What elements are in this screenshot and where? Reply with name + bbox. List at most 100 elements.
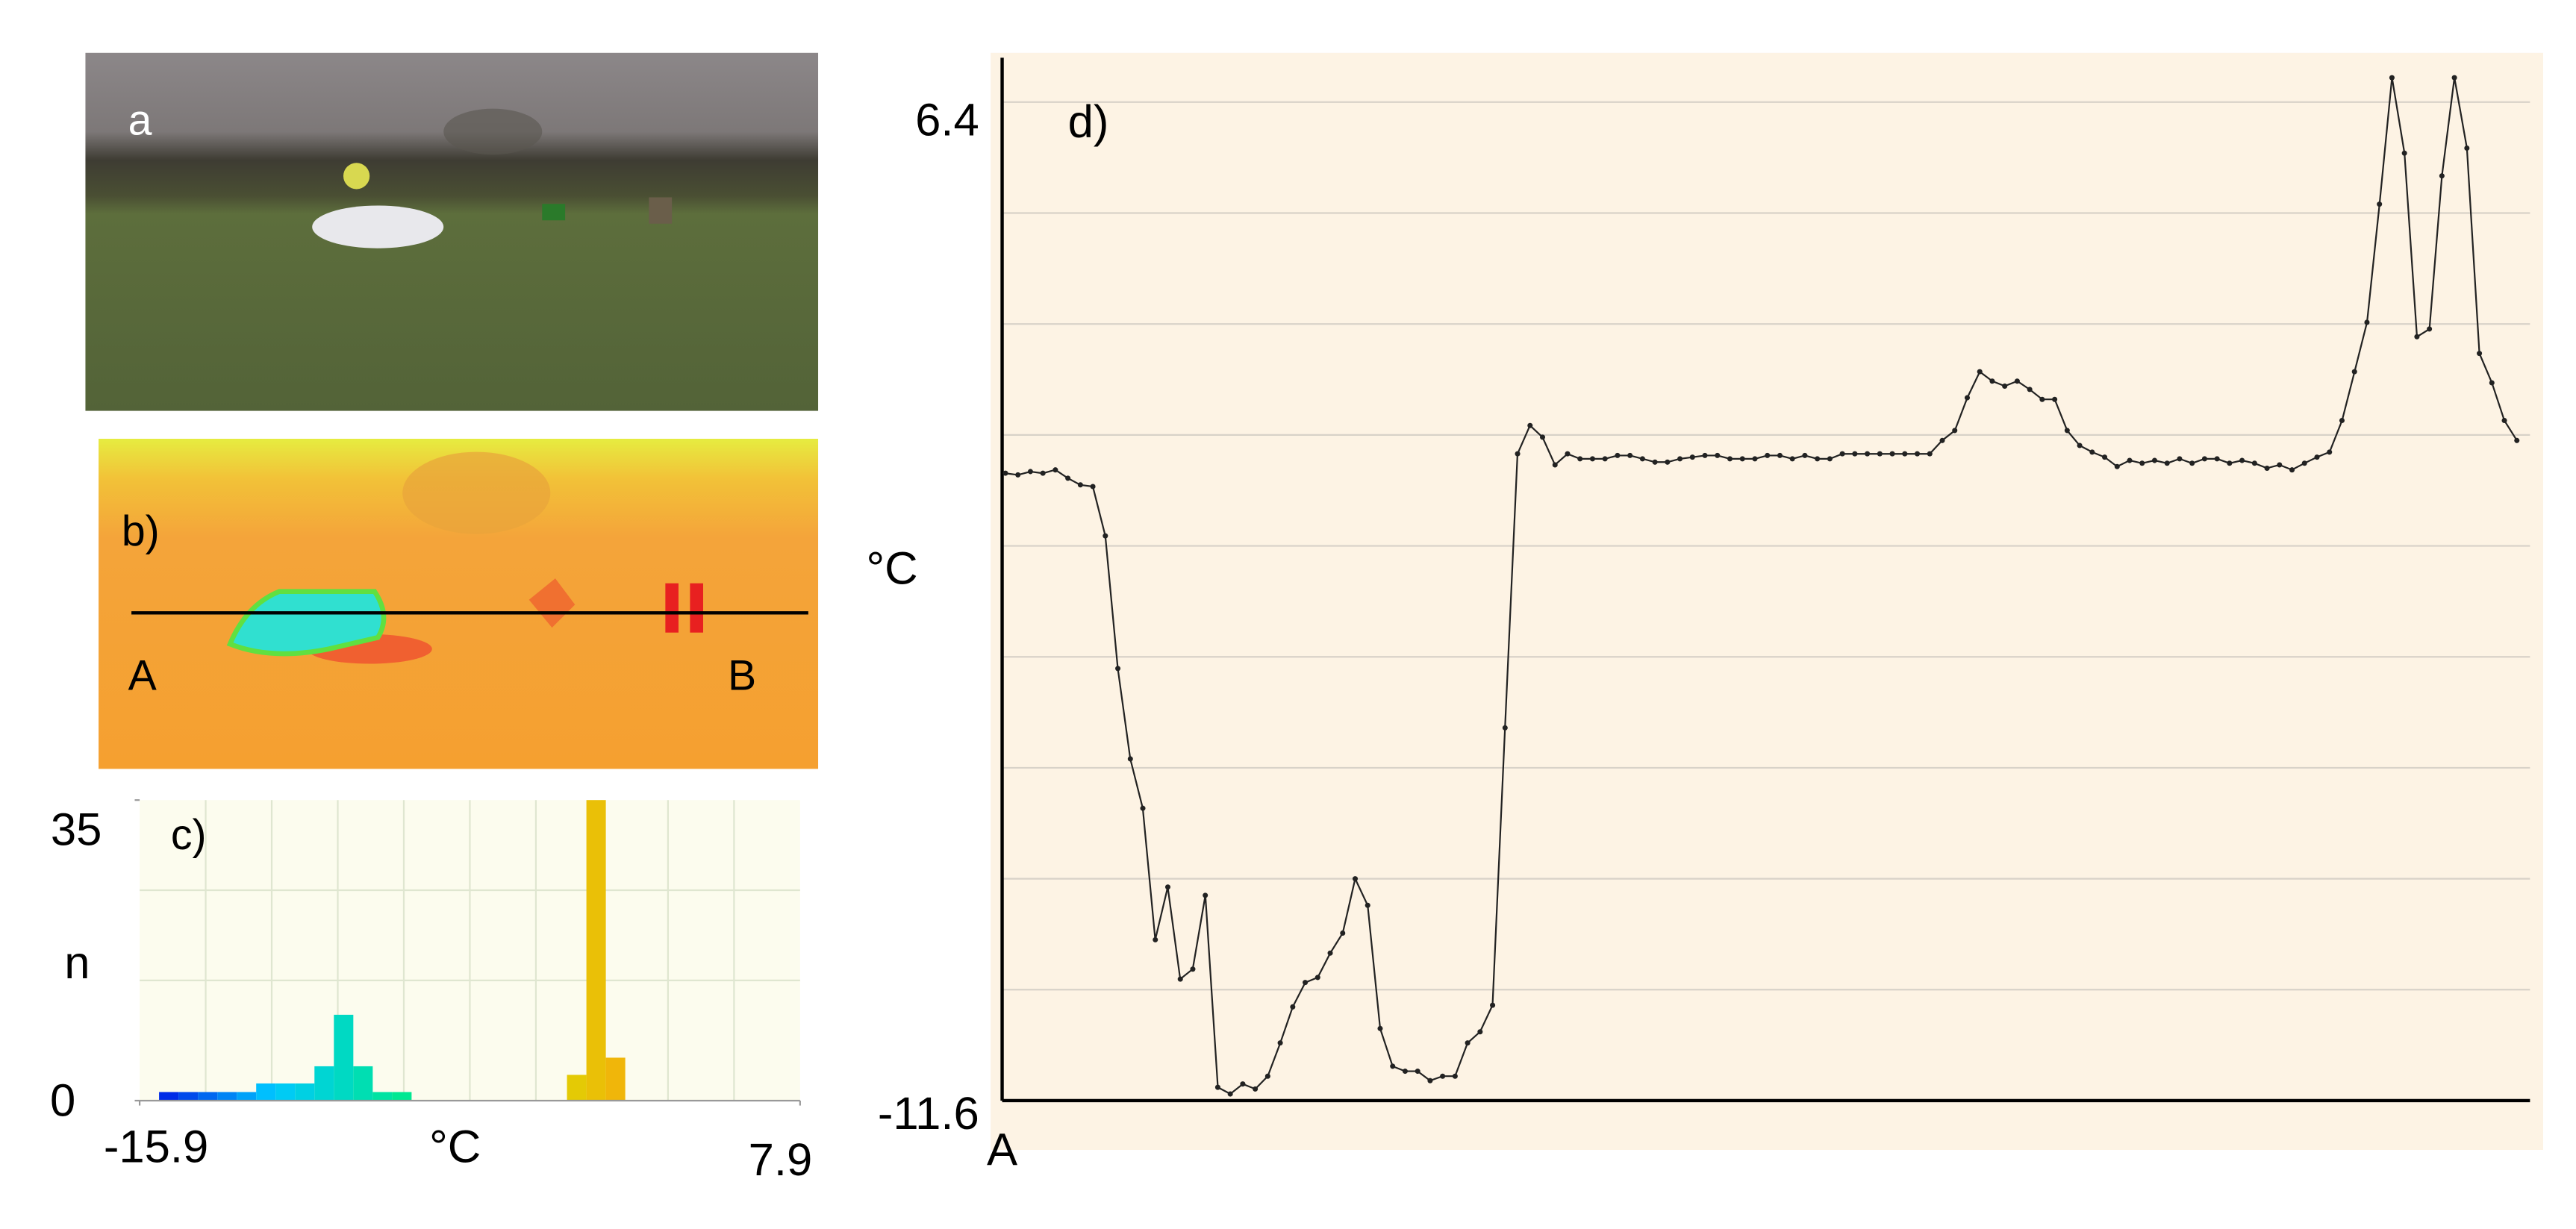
bar <box>567 1075 587 1101</box>
point <box>1777 452 1783 458</box>
point <box>2151 457 2158 463</box>
warm-object <box>690 583 703 633</box>
bar <box>256 1083 276 1101</box>
point <box>2514 437 2520 443</box>
warm-object <box>665 583 679 633</box>
panel-label: d) <box>1068 96 1109 148</box>
point <box>1427 1078 1433 1083</box>
point <box>1365 902 1370 908</box>
point <box>2177 456 2183 462</box>
point <box>2114 463 2120 469</box>
x-axis-label: A <box>987 1125 1017 1176</box>
point <box>1739 456 1745 462</box>
point <box>2339 418 2345 424</box>
point <box>1815 456 1821 462</box>
point <box>1052 467 1058 473</box>
point <box>1127 756 1133 762</box>
bar <box>605 1057 626 1101</box>
point <box>1115 666 1121 672</box>
object <box>649 197 673 224</box>
point <box>1415 1069 1420 1075</box>
y-tick-label: -11.6 <box>878 1088 979 1139</box>
y-tick-label: 6.4 <box>915 95 979 146</box>
point <box>1765 452 1771 458</box>
point <box>2464 146 2470 151</box>
point <box>1577 456 1583 462</box>
point <box>1227 1091 1233 1097</box>
point <box>1865 451 1871 457</box>
balloon <box>343 163 370 190</box>
photo-panel: a <box>85 52 819 411</box>
point <box>1627 452 1633 458</box>
bar <box>198 1092 218 1101</box>
point <box>2227 460 2233 466</box>
point <box>1253 1086 1259 1092</box>
bar <box>295 1083 315 1101</box>
point <box>1877 451 1883 457</box>
point <box>1277 1040 1283 1046</box>
photo <box>85 52 819 411</box>
point <box>1490 1002 1496 1008</box>
tent <box>312 205 444 248</box>
point <box>1927 451 1933 457</box>
point <box>2089 449 2095 455</box>
point <box>1802 452 1808 458</box>
bar <box>275 1083 296 1101</box>
point <box>1652 459 1658 465</box>
point <box>1203 892 1209 898</box>
bar <box>586 800 606 1101</box>
point <box>1377 1025 1383 1031</box>
point <box>2064 428 2070 434</box>
point <box>2127 457 2133 463</box>
point <box>2014 378 2020 384</box>
bar <box>392 1092 412 1101</box>
point <box>1314 975 1320 981</box>
point <box>1727 456 1733 462</box>
point <box>2489 380 2495 386</box>
tree <box>443 108 543 155</box>
point <box>1303 980 1309 986</box>
bar <box>353 1066 373 1101</box>
point <box>1602 456 1608 462</box>
profile-start: A <box>128 651 158 699</box>
point <box>1015 472 1021 478</box>
point <box>2214 456 2220 462</box>
x-axis-label: °C <box>429 1121 481 1172</box>
point <box>1939 437 1945 443</box>
point <box>1240 1081 1246 1087</box>
point <box>2327 449 2333 455</box>
point <box>1264 1073 1270 1079</box>
point <box>2139 460 2145 466</box>
y-tick-label: 35 <box>51 804 102 856</box>
point <box>1290 1004 1296 1010</box>
point <box>1515 451 1521 457</box>
point <box>2377 201 2383 207</box>
point <box>1789 456 1795 462</box>
point <box>1402 1069 1408 1075</box>
warm-object <box>528 578 576 628</box>
point <box>1952 428 1958 434</box>
bar <box>178 1092 199 1101</box>
panel-label: c) <box>171 811 207 859</box>
point <box>2264 465 2270 471</box>
point <box>2414 334 2420 340</box>
point <box>2052 396 2058 402</box>
bar <box>314 1066 334 1101</box>
point <box>2251 460 2257 466</box>
point <box>2451 75 2457 81</box>
point <box>1140 805 1146 811</box>
point <box>1689 454 1695 460</box>
point <box>1440 1073 1446 1079</box>
point <box>2277 462 2283 468</box>
point <box>2401 150 2407 156</box>
point <box>2164 460 2170 466</box>
point <box>2389 75 2395 81</box>
point <box>1702 452 1708 458</box>
bar <box>217 1092 237 1101</box>
y-axis-label: °C <box>867 543 918 595</box>
point <box>1090 484 1096 490</box>
panel-label: a <box>128 97 152 145</box>
point <box>2351 369 2357 375</box>
point <box>1340 930 1346 936</box>
